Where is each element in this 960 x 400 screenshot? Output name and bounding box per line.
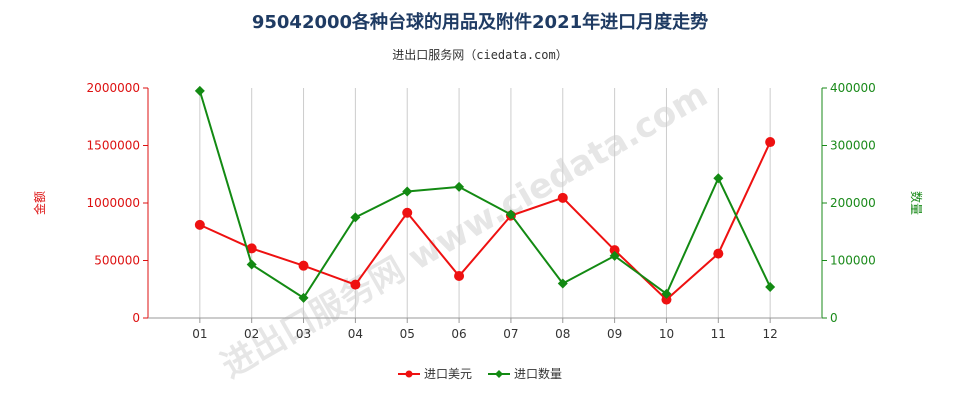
legend-swatch-marker <box>405 370 413 378</box>
right-tick-label: 200000 <box>830 196 876 210</box>
right-tick-label: 300000 <box>830 139 876 153</box>
x-tick-label: 08 <box>555 327 570 341</box>
series-2-point <box>765 281 776 292</box>
series-1-point <box>557 192 568 203</box>
right-tick-label: 400000 <box>830 81 876 95</box>
right-tick-label: 0 <box>830 311 838 325</box>
x-tick-label: 04 <box>348 327 363 341</box>
series-2-point <box>557 278 568 289</box>
legend-label: 进口美元 <box>424 367 472 381</box>
series-1-point <box>350 279 361 290</box>
x-tick-label: 06 <box>451 327 466 341</box>
series-1-point <box>609 245 620 256</box>
series-1-point <box>713 248 724 259</box>
right-tick-label: 100000 <box>830 254 876 268</box>
series-1-point <box>454 271 465 282</box>
x-tick-label: 01 <box>192 327 207 341</box>
x-tick-label: 11 <box>711 327 726 341</box>
left-tick-label: 2000000 <box>87 81 140 95</box>
left-tick-label: 1000000 <box>87 196 140 210</box>
series-2-point <box>713 173 724 184</box>
series-1-point <box>298 260 309 271</box>
series-1-point <box>402 207 413 218</box>
series-1-point <box>194 219 205 230</box>
x-tick-label: 03 <box>296 327 311 341</box>
legend-label: 进口数量 <box>514 366 562 381</box>
x-tick-label: 10 <box>659 327 674 341</box>
series-2-point <box>194 85 205 96</box>
chart-subtitle: 进出口服务网（ciedata.com） <box>392 48 568 62</box>
x-tick-label: 07 <box>503 327 518 341</box>
series-1-point <box>765 137 776 148</box>
series-2-point <box>505 209 516 220</box>
series-line-1 <box>199 141 772 301</box>
series-2-point <box>298 292 309 303</box>
series-2-point <box>246 259 257 270</box>
series-2-point <box>661 288 672 299</box>
x-tick-label: 12 <box>763 327 778 341</box>
x-tick-label: 05 <box>400 327 415 341</box>
x-tick-label: 09 <box>607 327 622 341</box>
x-tick-label: 02 <box>244 327 259 341</box>
right-axis-title: 数量 <box>909 191 924 215</box>
series-line-2 <box>198 90 772 300</box>
left-tick-label: 1500000 <box>87 139 140 153</box>
left-axis-title: 金额 <box>32 191 47 215</box>
series-2-point <box>402 186 413 197</box>
series-1-point <box>246 243 257 254</box>
series-2-point <box>609 250 620 261</box>
left-tick-label: 500000 <box>94 254 140 268</box>
series-1-point <box>661 294 672 305</box>
left-tick-label: 0 <box>132 311 140 325</box>
legend-swatch-marker <box>495 370 503 378</box>
chart-title: 95042000各种台球的用品及附件2021年进口月度走势 <box>251 12 709 33</box>
series-2-point <box>350 212 361 223</box>
series-2-point <box>454 181 465 192</box>
